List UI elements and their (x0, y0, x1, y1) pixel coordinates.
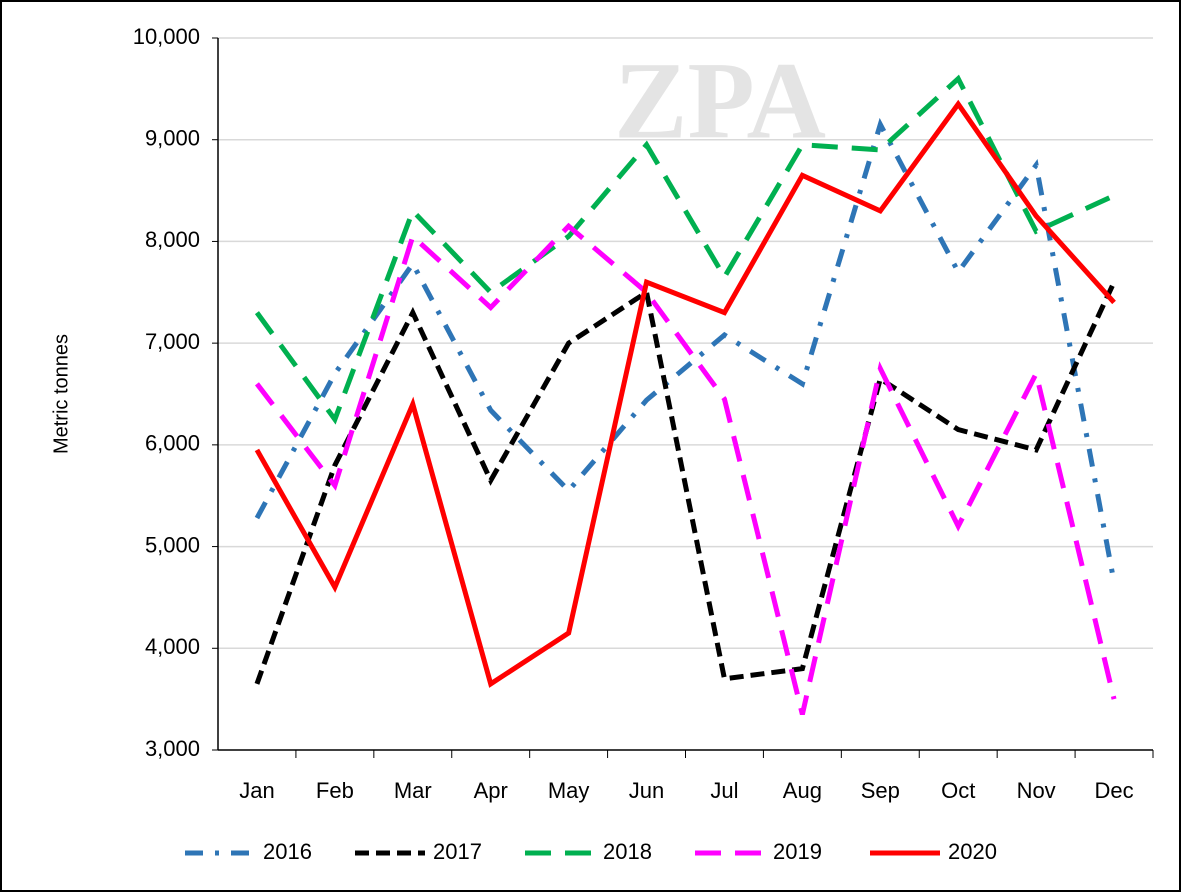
x-tick-label: May (548, 778, 590, 803)
y-tick-label: 5,000 (145, 532, 200, 557)
x-tick-label: Dec (1094, 778, 1133, 803)
x-tick-label: Apr (474, 778, 508, 803)
y-tick-label: 3,000 (145, 736, 200, 761)
x-tick-label: Oct (941, 778, 975, 803)
x-tick-label: Jun (629, 778, 664, 803)
y-tick-label: 7,000 (145, 329, 200, 354)
x-tick-label: Sep (861, 778, 900, 803)
y-tick-label: 9,000 (145, 126, 200, 151)
chart: ZPA3,0004,0005,0006,0007,0008,0009,00010… (0, 0, 1181, 892)
y-axis-label: Metric tonnes (50, 334, 72, 454)
x-tick-label: Aug (783, 778, 822, 803)
legend-label: 2016 (263, 839, 312, 864)
x-tick-label: Feb (316, 778, 354, 803)
legend-label: 2018 (603, 839, 652, 864)
x-tick-label: Jan (239, 778, 274, 803)
y-tick-label: 4,000 (145, 634, 200, 659)
legend-label: 2019 (773, 839, 822, 864)
y-tick-label: 10,000 (133, 24, 200, 49)
legend-label: 2017 (433, 839, 482, 864)
page: ZPA3,0004,0005,0006,0007,0008,0009,00010… (0, 0, 1181, 892)
y-tick-label: 8,000 (145, 227, 200, 252)
x-tick-label: Mar (394, 778, 432, 803)
y-tick-label: 6,000 (145, 431, 200, 456)
x-tick-label: Nov (1017, 778, 1056, 803)
x-tick-label: Jul (710, 778, 738, 803)
legend-label: 2020 (948, 839, 997, 864)
